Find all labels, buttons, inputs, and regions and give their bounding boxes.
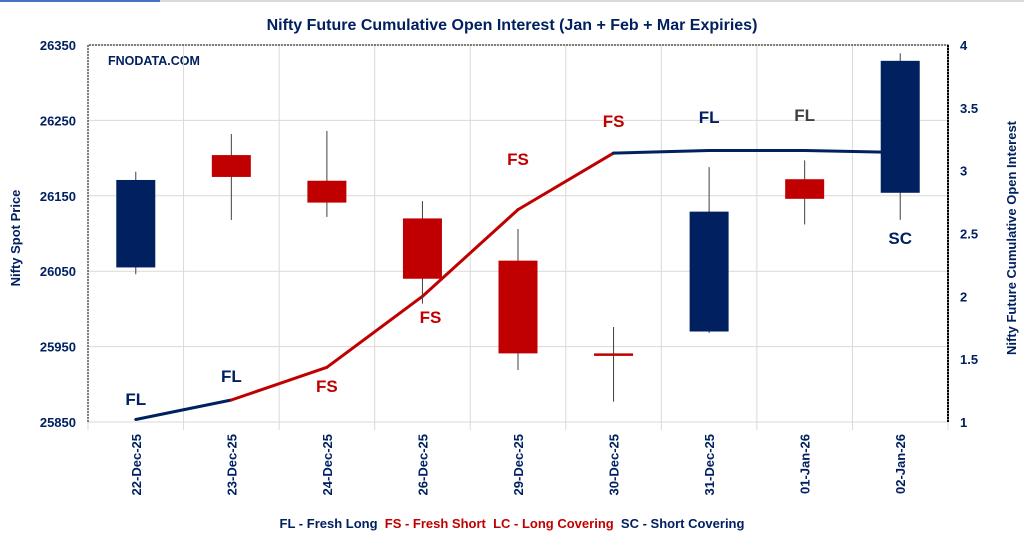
candle-body xyxy=(498,260,538,354)
x-tick-label: 29-Dec-25 xyxy=(511,434,526,495)
annotation-label: SC xyxy=(888,229,912,248)
y-right-tick-label: 3.5 xyxy=(960,101,978,116)
y-left-tick-label: 25950 xyxy=(40,340,76,355)
x-tick-label: 22-Dec-25 xyxy=(129,434,144,495)
annotation-label: FS xyxy=(603,112,625,131)
x-tick-label: 30-Dec-25 xyxy=(607,434,622,495)
legend-item: FS - Fresh Short xyxy=(378,516,487,531)
plot-border xyxy=(87,44,949,422)
candle-body xyxy=(211,155,251,177)
y-right-tick-label: 2.5 xyxy=(960,227,978,242)
annotation-label: FL xyxy=(221,367,242,386)
candle-body xyxy=(785,179,825,199)
legend-item: SC - Short Covering xyxy=(614,516,745,531)
y-right-tick-label: 2 xyxy=(960,289,967,304)
oi-line-segment xyxy=(229,365,329,402)
y-left-tick-label: 26050 xyxy=(40,264,76,279)
y-left-tick-label: 26250 xyxy=(40,113,76,128)
x-tick-label: 26-Dec-25 xyxy=(415,434,430,495)
candle-body xyxy=(880,60,920,193)
y-left-tick-label: 26350 xyxy=(40,38,76,53)
legend-item: LC - Long Covering xyxy=(486,516,614,531)
top-border-accent xyxy=(0,0,160,2)
y-right-tick-label: 4 xyxy=(960,38,968,53)
y-axis-right-label: Nifty Future Cumulative Open Interest xyxy=(1004,120,1019,355)
annotation-label: FS xyxy=(420,308,442,327)
y-right-tick-label: 1 xyxy=(960,415,967,430)
x-tick-label: 23-Dec-25 xyxy=(224,434,239,495)
annotation-label: FL xyxy=(125,390,146,409)
x-tick-label: 24-Dec-25 xyxy=(320,434,335,495)
y-right-tick-label: 1.5 xyxy=(960,352,978,367)
x-tick-label: 31-Dec-25 xyxy=(702,434,717,495)
y-left-tick-label: 26150 xyxy=(40,189,76,204)
watermark: FNODATA.COM xyxy=(108,54,200,68)
annotation-label: FL xyxy=(699,108,720,127)
y-left-tick-label: 25850 xyxy=(40,415,76,430)
candle-body xyxy=(689,211,729,332)
candle-body xyxy=(594,353,634,356)
candle-body xyxy=(402,218,442,279)
oi-line-segment xyxy=(612,149,711,155)
candle-body xyxy=(307,180,347,203)
oi-line-segment xyxy=(134,398,233,421)
x-tick-label: 02-Jan-26 xyxy=(893,434,908,494)
annotation-label: FL xyxy=(794,106,815,125)
candle-body xyxy=(116,179,156,268)
oi-line-segment xyxy=(516,151,616,212)
chart-title: Nifty Future Cumulative Open Interest (J… xyxy=(267,17,758,34)
top-border xyxy=(0,0,1024,2)
annotation-label: FS xyxy=(316,377,338,396)
y-axis-left-label: Nifty Spot Price xyxy=(8,190,23,287)
annotation-label: FS xyxy=(507,150,529,169)
legend-item: FL - Fresh Long xyxy=(280,516,378,531)
x-tick-label: 01-Jan-26 xyxy=(798,434,813,494)
legend: FL - Fresh Long FS - Fresh Short LC - Lo… xyxy=(280,516,745,531)
y-right-tick-label: 3 xyxy=(960,164,967,179)
oi-line-segment xyxy=(325,294,424,369)
oi-line-segment xyxy=(420,208,520,298)
